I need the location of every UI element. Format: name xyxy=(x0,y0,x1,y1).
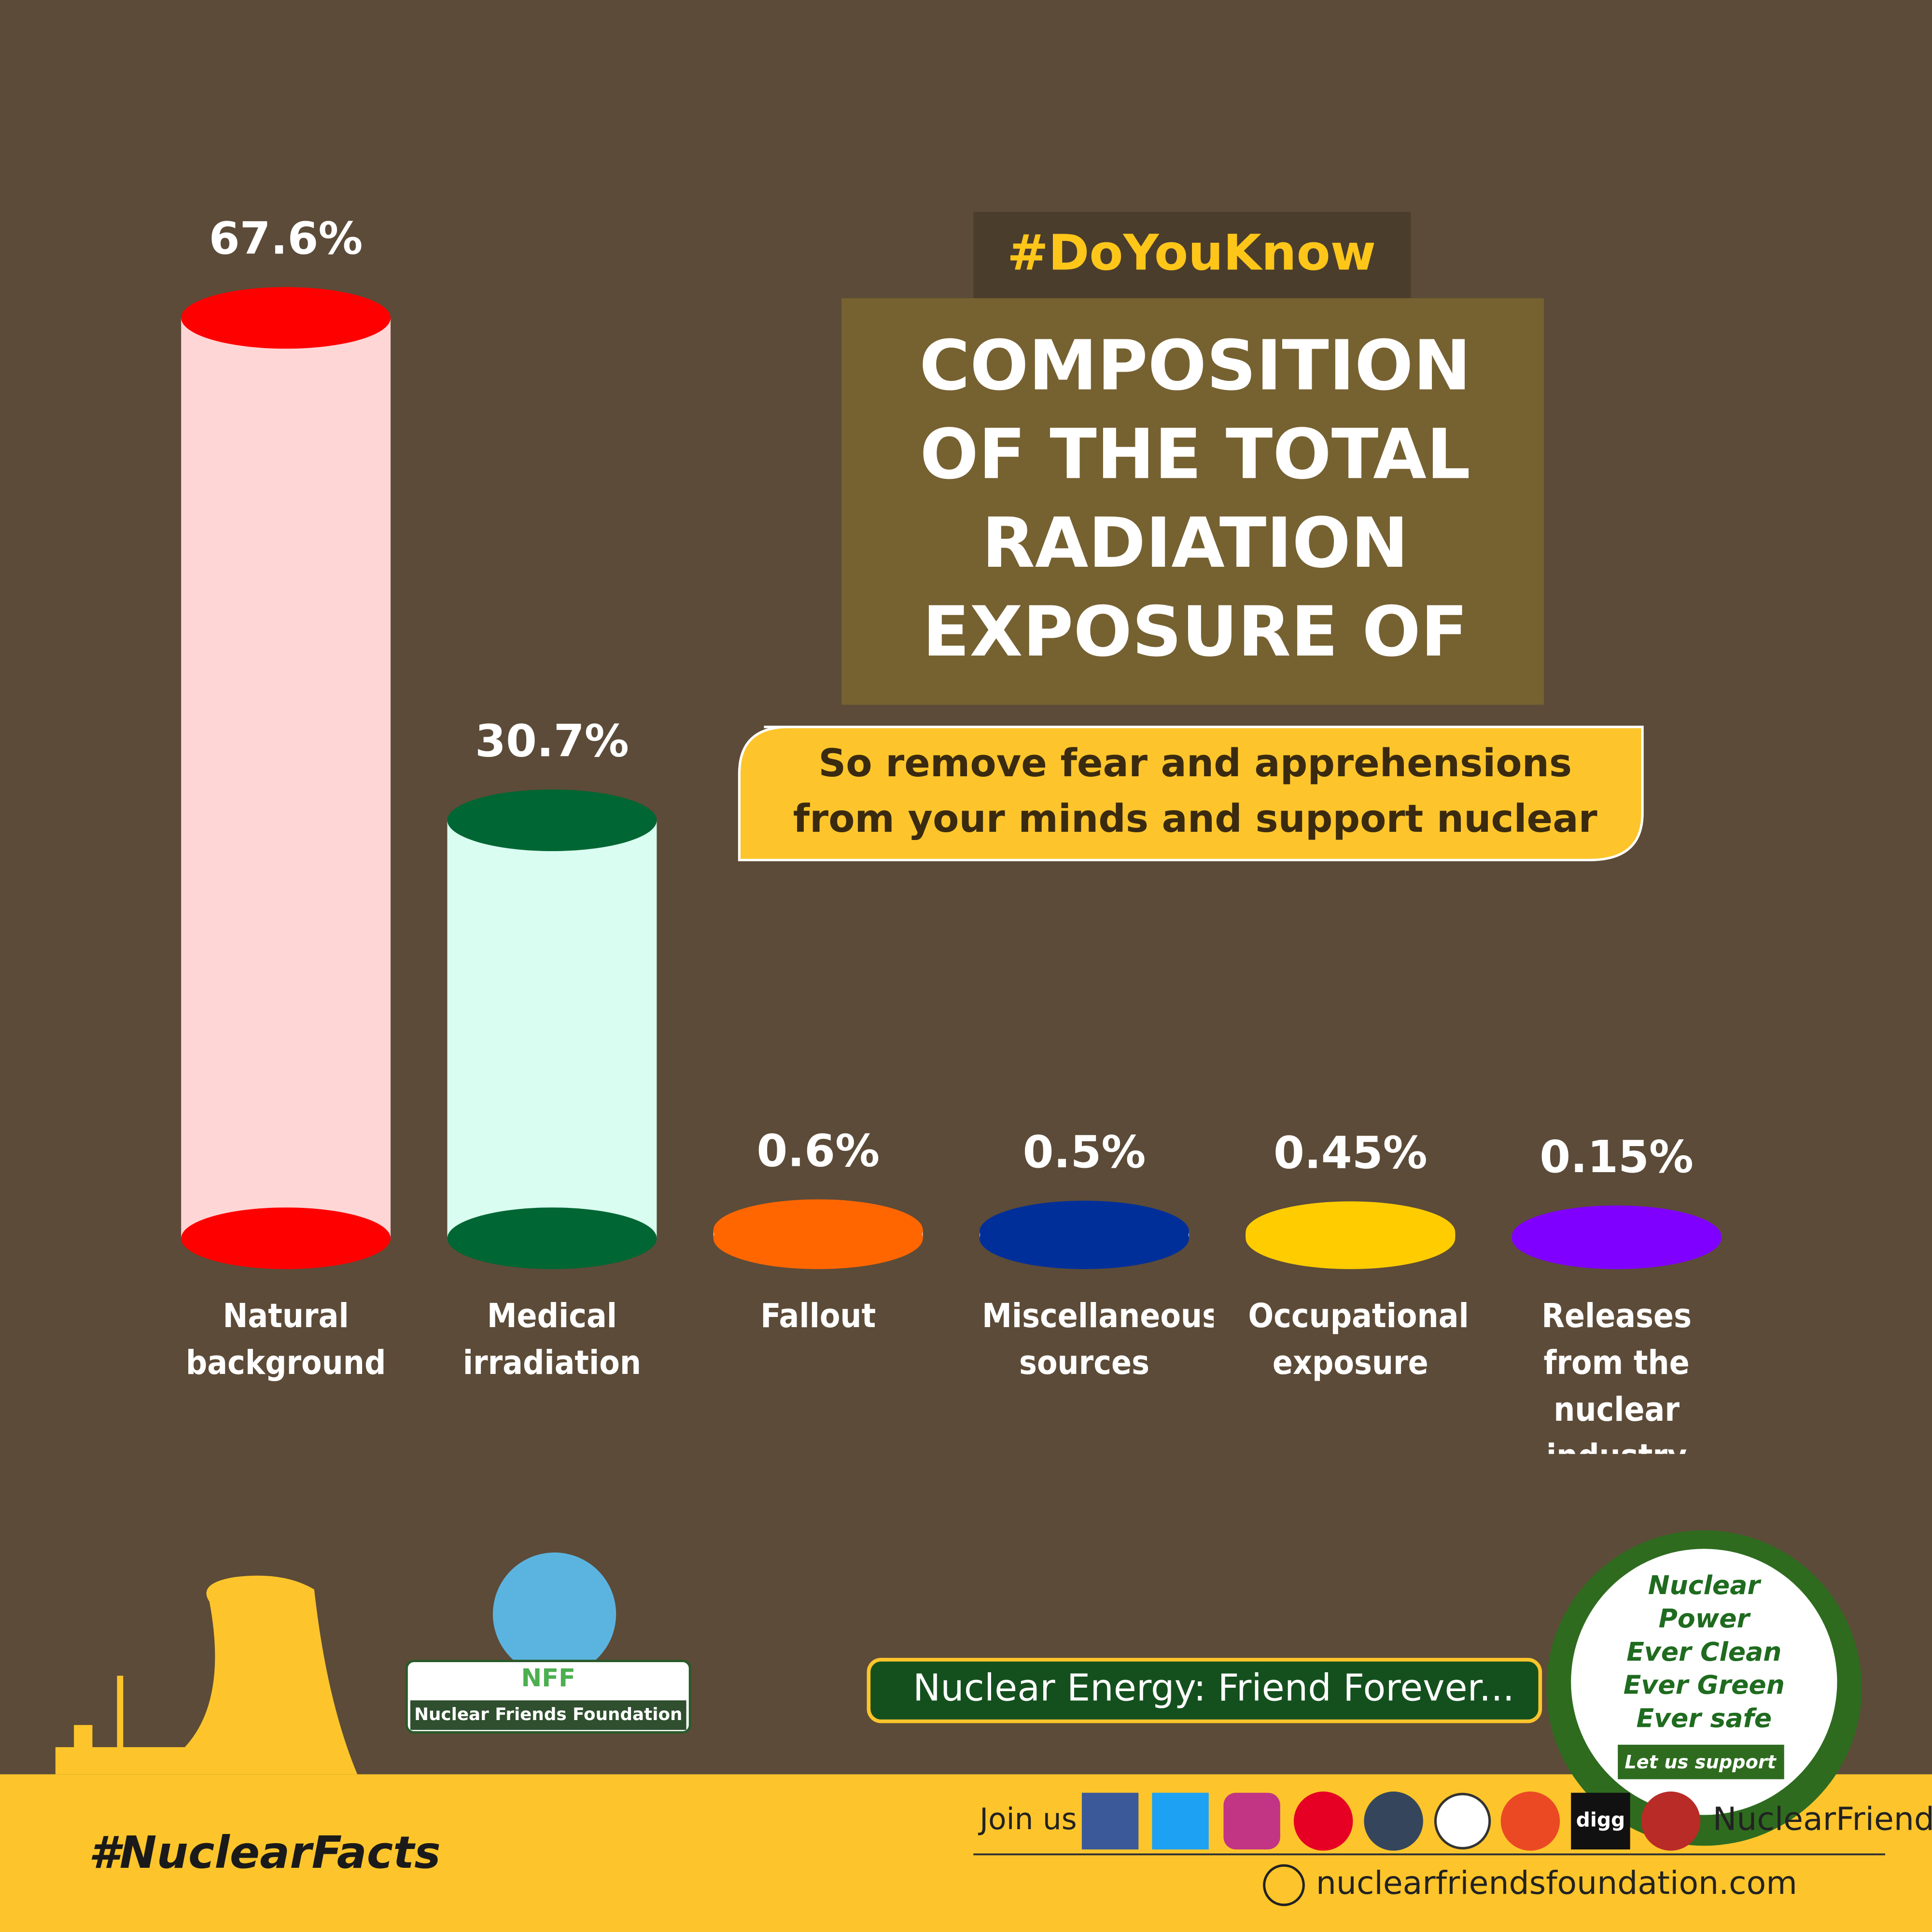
value-label: 67.6% xyxy=(209,213,363,265)
title-box xyxy=(841,298,1544,705)
quora-icon[interactable] xyxy=(1641,1792,1701,1851)
digg-text: digg xyxy=(1576,1808,1625,1831)
category-label: Fallout xyxy=(760,1297,876,1336)
value-label: 0.6% xyxy=(756,1125,880,1176)
cylinder-top xyxy=(980,1201,1189,1262)
instagram-icon[interactable] xyxy=(1223,1792,1280,1849)
cylinder-body xyxy=(181,318,391,1239)
cylinder-top xyxy=(447,789,657,852)
hashtag: #DoYouKnow xyxy=(1007,224,1376,282)
category-wrap: Releases from the nuclear industry xyxy=(1541,1297,1692,1454)
category-wrap: Fallout xyxy=(760,1297,876,1336)
join-label: Join us : xyxy=(978,1802,1096,1836)
category-label: Natural background xyxy=(185,1297,386,1383)
footer-hashtag: #NuclearFacts xyxy=(89,1827,441,1878)
tumblr-icon[interactable] xyxy=(1364,1792,1423,1851)
twitter-icon[interactable] xyxy=(1152,1792,1209,1849)
nff-name: Nuclear Friends Foundation xyxy=(414,1705,682,1724)
hashtag-box xyxy=(973,211,1411,298)
tagline: Nuclear Energy: Friend Forever... xyxy=(913,1667,1514,1710)
subtitle-wrap: So remove fear and apprehensions from yo… xyxy=(793,742,1597,854)
title-wrap: COMPOSITION OF THE TOTAL RADIATION EXPOS… xyxy=(919,326,1471,692)
pinterest-icon[interactable] xyxy=(1293,1792,1353,1851)
cylinder-top xyxy=(1512,1205,1722,1267)
handle: NuclearFriends xyxy=(1713,1800,1932,1837)
category-label: Releases from the nuclear industry xyxy=(1541,1297,1692,1454)
facebook-icon[interactable] xyxy=(1081,1792,1139,1849)
globe-icon xyxy=(1263,1864,1305,1906)
digg-icon[interactable] xyxy=(1571,1792,1630,1849)
bars: 67.6% Natural background 30.7% Medical irra… xyxy=(181,213,1722,1454)
category-label: Medical irradiation xyxy=(462,1297,642,1383)
plant-icon xyxy=(55,1575,358,1775)
badge-line: Nuclear xyxy=(1648,1570,1762,1600)
stumbleupon-icon[interactable] xyxy=(1500,1792,1560,1851)
reddit-icon[interactable] xyxy=(1434,1792,1491,1849)
badge-ribbon xyxy=(1618,1745,1784,1779)
badge-ribbon-text: Let us support xyxy=(1624,1751,1777,1773)
value-label: 0.15% xyxy=(1540,1131,1694,1183)
category-wrap: Natural background xyxy=(185,1297,386,1383)
category-label: Miscellaneous sources xyxy=(982,1297,1214,1383)
cylinder-top xyxy=(713,1199,923,1261)
value-label: 30.7% xyxy=(475,715,629,767)
value-label: 0.5% xyxy=(1023,1126,1146,1178)
badge-line: Ever safe xyxy=(1637,1703,1772,1734)
subtitle-box xyxy=(738,726,1644,862)
website[interactable]: nuclearfriendsfoundation.com xyxy=(1316,1864,1797,1902)
nff-name-bg xyxy=(410,1700,686,1730)
cylinder-body xyxy=(447,820,657,1239)
category-label: Occupational exposure xyxy=(1248,1297,1469,1383)
mascot xyxy=(492,1552,616,1676)
badge-line: Ever Green xyxy=(1624,1670,1785,1700)
cylinder-bottom xyxy=(181,1207,391,1269)
value-label: 0.45% xyxy=(1274,1127,1428,1179)
cylinder-top xyxy=(181,287,391,349)
nff-short: NFF xyxy=(521,1664,575,1693)
category-wrap: Medical irradiation xyxy=(462,1297,642,1383)
cylinder-bottom xyxy=(447,1207,657,1269)
tagline-box xyxy=(867,1658,1542,1723)
cylinder-top xyxy=(1246,1201,1456,1263)
badge-line: Ever Clean xyxy=(1626,1637,1781,1667)
chart-subtitle: So remove fear and apprehensions from yo… xyxy=(793,742,1597,854)
category-wrap: Occupational exposure xyxy=(1248,1297,1469,1383)
category-wrap: Miscellaneous sources xyxy=(982,1297,1214,1383)
chart-title: COMPOSITION OF THE TOTAL RADIATION EXPOS… xyxy=(919,326,1471,692)
badge-line: Power xyxy=(1659,1603,1751,1634)
